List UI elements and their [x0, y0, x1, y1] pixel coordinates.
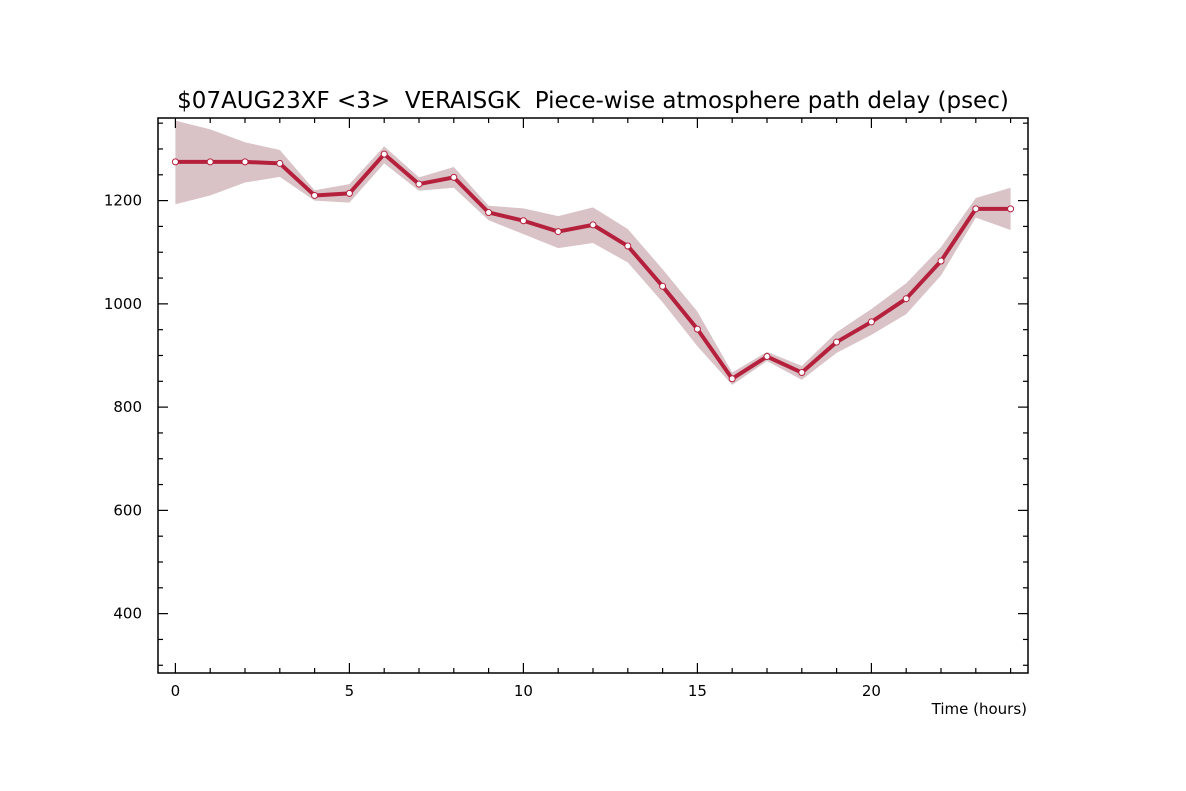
data-point: [763, 353, 771, 361]
y-tick-label: 1200: [104, 192, 142, 210]
data-point: [311, 191, 319, 199]
data-point: [519, 217, 527, 225]
x-tick-label: 15: [688, 682, 707, 700]
data-point: [589, 221, 597, 229]
confidence-band: [175, 120, 1011, 385]
y-axis: 400 600 800 1000 1200: [104, 122, 1028, 666]
x-axis: 0 5 10 15 20: [171, 118, 1012, 700]
data-point: [833, 338, 841, 346]
data-point: [798, 369, 806, 377]
data-point: [171, 158, 179, 166]
y-tick-label: 400: [113, 605, 142, 623]
data-point: [415, 180, 423, 188]
data-point: [554, 228, 562, 236]
data-point: [206, 158, 214, 166]
data-point: [728, 375, 736, 383]
x-tick-label: 5: [345, 682, 355, 700]
data-point: [693, 325, 701, 333]
data-point: [624, 242, 632, 250]
data-point: [902, 295, 910, 303]
plot-frame: [157, 117, 1029, 674]
x-axis-label: Time (hours): [931, 700, 1027, 718]
data-point: [450, 173, 458, 181]
data-point: [241, 158, 249, 166]
y-tick-label: 800: [113, 398, 142, 416]
data-point: [380, 150, 388, 158]
x-tick-label: 0: [171, 682, 181, 700]
data-point: [937, 257, 945, 265]
data-point: [345, 189, 353, 197]
x-tick-label: 20: [862, 682, 881, 700]
data-point: [972, 205, 980, 213]
y-tick-label: 600: [113, 501, 142, 519]
data-point: [276, 159, 284, 167]
data-point: [485, 208, 493, 216]
chart-title: $07AUG23XF <3> VERAISGK Piece-wise atmos…: [177, 88, 1009, 114]
data-point: [1007, 205, 1015, 213]
data-point-layer: [171, 150, 1015, 383]
confidence-band-layer: [175, 120, 1011, 385]
data-point: [867, 318, 875, 326]
x-tick-label: 10: [514, 682, 533, 700]
y-tick-label: 1000: [104, 295, 142, 313]
data-point: [659, 282, 667, 290]
